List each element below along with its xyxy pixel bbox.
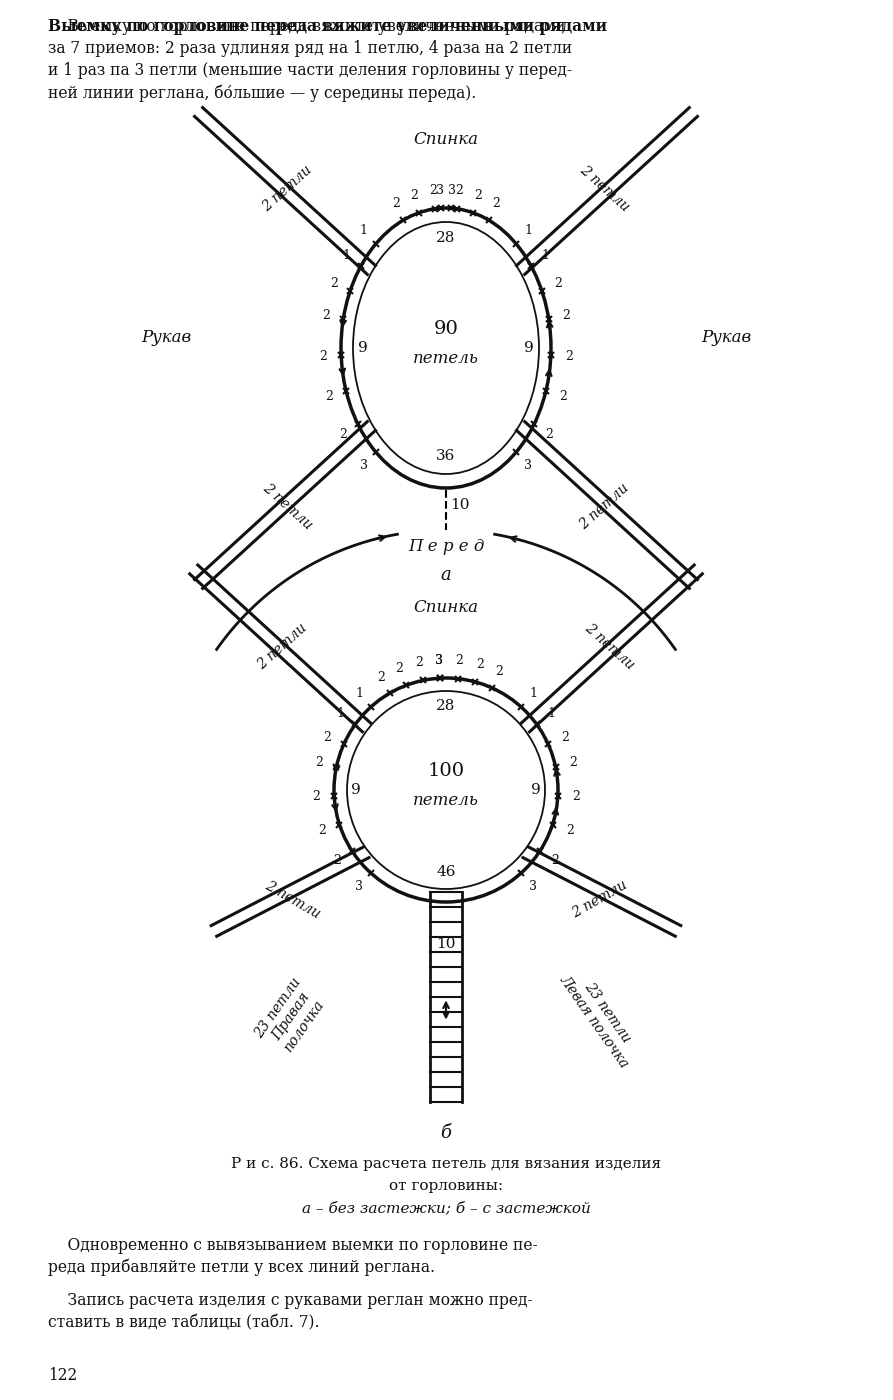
Text: 3: 3: [435, 654, 443, 666]
Text: 2: 2: [455, 185, 463, 197]
Text: 2: 2: [377, 671, 385, 685]
Text: 2: 2: [339, 427, 346, 441]
Text: 2 петли: 2 петли: [260, 482, 315, 532]
Text: 2 петли: 2 петли: [582, 620, 637, 672]
Text: 10: 10: [450, 498, 470, 512]
Text: петель: петель: [413, 350, 479, 367]
Text: 2: 2: [430, 185, 437, 197]
Text: а: а: [440, 566, 451, 584]
Text: Выемку по горловине переда вяжите увеличенными рядами: Выемку по горловине переда вяжите увелич…: [48, 18, 607, 35]
Text: 2: 2: [330, 277, 338, 290]
Text: 2 петли: 2 петли: [577, 482, 632, 532]
Text: 3: 3: [355, 881, 363, 893]
Text: и 1 раз па 3 петли (меньшие части деления горловины у перед-: и 1 раз па 3 петли (меньшие части делени…: [48, 62, 572, 78]
Text: 1: 1: [547, 707, 555, 720]
Text: от горловины:: от горловины:: [389, 1179, 503, 1193]
Text: Р и с. 86. Схема расчета петель для вязания изделия: Р и с. 86. Схема расчета петель для вяза…: [231, 1156, 661, 1170]
Text: 9: 9: [524, 342, 534, 356]
Text: 2: 2: [333, 854, 341, 868]
Text: 1: 1: [355, 687, 363, 700]
Text: 2: 2: [565, 350, 572, 363]
Text: 2: 2: [492, 197, 500, 210]
Text: 2: 2: [325, 391, 333, 403]
Text: Рукав: Рукав: [141, 329, 191, 347]
Text: 3: 3: [448, 183, 456, 197]
Text: Спинка: Спинка: [413, 599, 479, 616]
Text: 23 петли
Правая
полочка: 23 петли Правая полочка: [252, 974, 330, 1058]
Text: 2: 2: [561, 731, 569, 743]
Text: Рукав: Рукав: [701, 329, 751, 347]
Text: 36: 36: [437, 449, 455, 463]
Text: 2: 2: [476, 658, 484, 671]
Text: ней линии реглана, бо́льшие — у середины переда).: ней линии реглана, бо́льшие — у середины…: [48, 84, 476, 102]
Text: 2: 2: [559, 391, 567, 403]
Text: 2: 2: [565, 823, 573, 837]
Text: а – без застежки; б – с застежкой: а – без застежки; б – с застежкой: [302, 1201, 590, 1215]
Text: 1: 1: [541, 249, 549, 262]
Text: 2: 2: [546, 427, 553, 441]
Text: 90: 90: [434, 321, 458, 337]
Text: 28: 28: [437, 231, 455, 245]
Text: 2 петли: 2 петли: [570, 878, 630, 921]
Text: 2: 2: [415, 657, 423, 669]
Text: 2: 2: [474, 189, 481, 202]
Text: П е р е д: П е р е д: [408, 538, 484, 554]
Text: 1: 1: [524, 224, 532, 237]
Text: 2: 2: [563, 308, 571, 322]
Text: 2: 2: [313, 791, 320, 804]
Text: 122: 122: [48, 1366, 78, 1385]
Text: 2: 2: [321, 308, 330, 322]
Text: 100: 100: [428, 762, 464, 780]
Text: 2 петли: 2 петли: [263, 878, 322, 921]
Text: 2: 2: [319, 823, 326, 837]
Text: 2: 2: [319, 350, 327, 363]
Text: б: б: [440, 1124, 452, 1142]
Text: 2: 2: [569, 756, 577, 770]
Text: 1: 1: [343, 249, 350, 262]
Text: Выемку по горловине переда вяжите увеличенными рядами: Выемку по горловине переда вяжите увелич…: [48, 18, 565, 35]
Text: 2: 2: [572, 791, 580, 804]
Text: 2: 2: [455, 654, 463, 668]
Text: 3: 3: [524, 459, 532, 472]
Text: 1: 1: [529, 687, 537, 700]
Text: 28: 28: [437, 699, 455, 713]
Text: за 7 приемов: 2 раза удлиняя ряд на 1 петлю, 4 раза на 2 петли: за 7 приемов: 2 раза удлиняя ряд на 1 пе…: [48, 41, 572, 57]
Text: Запись расчета изделия с рукавами реглан можно пред-: Запись расчета изделия с рукавами реглан…: [48, 1292, 532, 1309]
Text: 2 петли: 2 петли: [577, 164, 632, 214]
Text: петель: петель: [413, 792, 479, 809]
Text: реда прибавляйте петли у всех линий реглана.: реда прибавляйте петли у всех линий регл…: [48, 1259, 435, 1277]
Text: 9: 9: [351, 783, 361, 797]
Text: 10: 10: [437, 938, 455, 952]
Text: 9: 9: [531, 783, 541, 797]
Text: 2: 2: [392, 197, 400, 210]
Text: 2: 2: [323, 731, 331, 743]
Text: 3: 3: [435, 654, 443, 666]
Text: 2: 2: [315, 756, 322, 770]
Text: 3: 3: [436, 183, 444, 197]
Text: 1: 1: [337, 707, 345, 720]
Text: 2 петли: 2 петли: [260, 164, 315, 214]
Text: 2: 2: [410, 189, 418, 202]
Text: 9: 9: [358, 342, 368, 356]
Text: 3: 3: [360, 459, 368, 472]
Text: 2: 2: [396, 662, 404, 675]
Text: 3: 3: [529, 881, 537, 893]
Text: 2 петли: 2 петли: [255, 620, 310, 672]
Text: 2: 2: [495, 665, 503, 678]
Text: 1: 1: [360, 224, 368, 237]
Text: Одновременно с вывязыванием выемки по горловине пе-: Одновременно с вывязыванием выемки по го…: [48, 1238, 538, 1254]
Text: 23 петли
Левая полочка: 23 петли Левая полочка: [557, 963, 645, 1071]
Text: ставить в виде таблицы (табл. 7).: ставить в виде таблицы (табл. 7).: [48, 1315, 320, 1331]
Text: 2: 2: [555, 277, 563, 290]
Text: 46: 46: [437, 865, 455, 879]
Text: Спинка: Спинка: [413, 132, 479, 148]
Text: 2: 2: [551, 854, 559, 868]
